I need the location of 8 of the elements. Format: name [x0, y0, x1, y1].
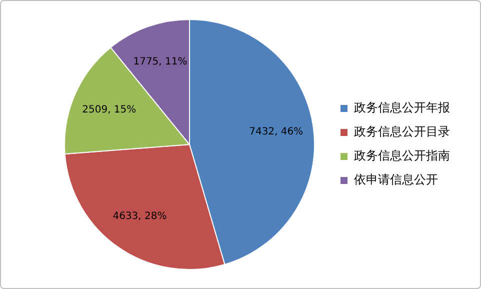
legend-label: 政务信息公开年报: [354, 100, 450, 115]
legend-label: 政务信息公开目录: [354, 124, 450, 139]
legend-label: 政务信息公开指南: [354, 148, 450, 163]
data-label: 7432, 46%: [249, 126, 304, 138]
data-label: 1775, 11%: [133, 56, 188, 68]
legend-label: 依申请信息公开: [354, 172, 438, 187]
data-label: 4633, 28%: [112, 211, 167, 222]
data-label: 2509, 15%: [82, 104, 136, 116]
